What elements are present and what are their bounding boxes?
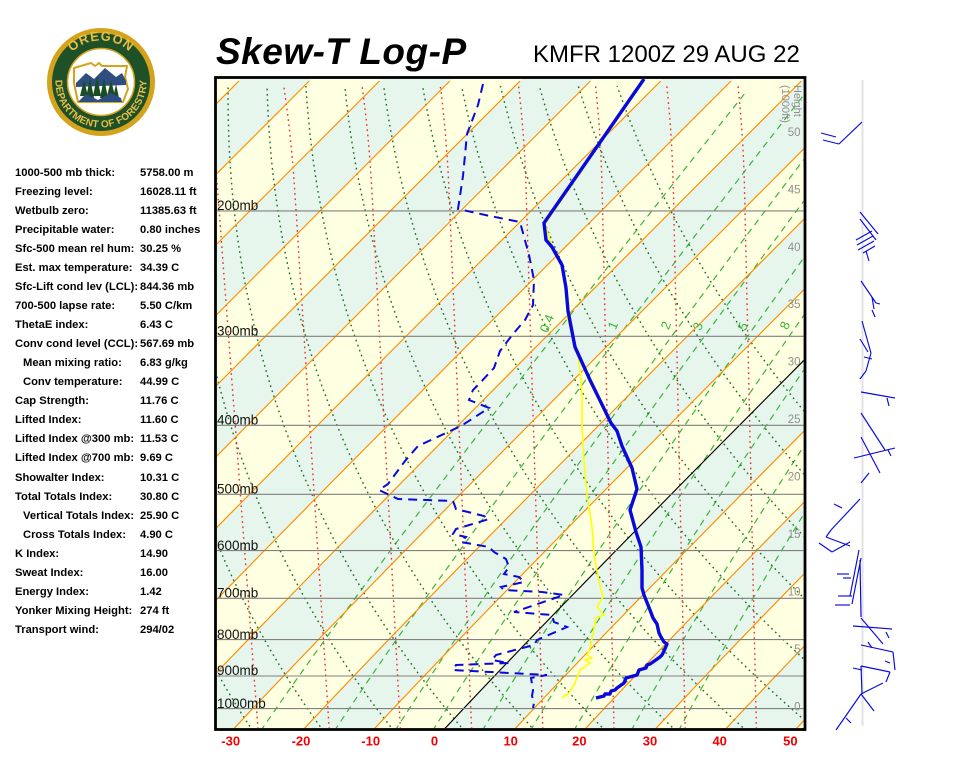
svg-text:50: 50 xyxy=(788,127,801,139)
svg-text:10: 10 xyxy=(788,587,801,599)
svg-text:20: 20 xyxy=(572,734,586,749)
svg-text:Height: Height xyxy=(791,85,803,117)
svg-text:900mb: 900mb xyxy=(217,663,258,678)
svg-text:5: 5 xyxy=(794,644,800,656)
svg-text:35: 35 xyxy=(788,299,801,311)
svg-text:40: 40 xyxy=(788,242,801,254)
svg-text:20: 20 xyxy=(788,472,801,484)
svg-text:700mb: 700mb xyxy=(217,586,258,601)
svg-text:(1000ft): (1000ft) xyxy=(779,85,791,123)
svg-text:15: 15 xyxy=(788,529,801,541)
svg-text:-30: -30 xyxy=(221,734,240,749)
svg-text:400mb: 400mb xyxy=(217,413,258,428)
svg-text:300mb: 300mb xyxy=(217,324,258,339)
svg-text:-10: -10 xyxy=(361,734,380,749)
svg-text:500mb: 500mb xyxy=(217,482,258,497)
svg-text:30: 30 xyxy=(643,734,657,749)
svg-text:800mb: 800mb xyxy=(217,627,258,642)
svg-text:0: 0 xyxy=(794,702,800,714)
svg-text:0.4: 0.4 xyxy=(536,312,557,334)
svg-text:50: 50 xyxy=(783,734,797,749)
svg-text:600mb: 600mb xyxy=(217,538,258,553)
svg-text:200mb: 200mb xyxy=(217,198,258,213)
svg-text:10: 10 xyxy=(503,734,517,749)
svg-text:30: 30 xyxy=(788,357,801,369)
svg-text:40: 40 xyxy=(712,734,726,749)
svg-text:45: 45 xyxy=(788,185,801,197)
svg-text:0: 0 xyxy=(431,734,438,749)
svg-text:-20: -20 xyxy=(292,734,311,749)
svg-text:25: 25 xyxy=(788,414,801,426)
svg-text:1000mb: 1000mb xyxy=(217,696,266,711)
